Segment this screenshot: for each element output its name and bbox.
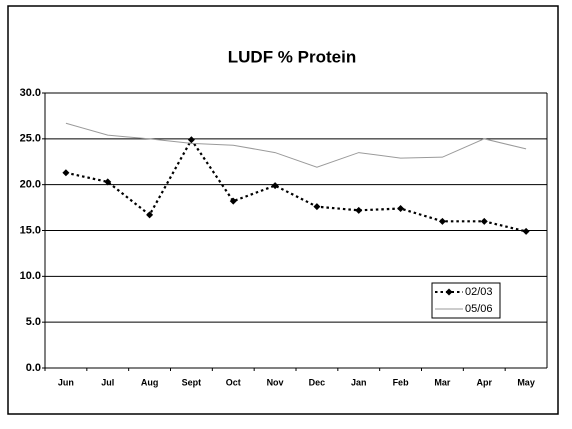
y-tick-label: 15.0 (20, 224, 41, 236)
point-marker (229, 197, 237, 205)
legend-box (431, 282, 501, 319)
point-marker (62, 169, 70, 177)
y-tick-label: 5.0 (26, 316, 41, 328)
x-tick-label: Sept (182, 377, 202, 387)
point-marker (480, 217, 488, 225)
chart-title: LUDF % Protein (228, 47, 356, 66)
x-tick-label: Dec (309, 377, 326, 387)
y-tick-label: 0.0 (26, 362, 41, 374)
x-tick-label: Oct (226, 377, 241, 387)
x-tick-label: Apr (477, 377, 493, 387)
x-tick-label: May (517, 377, 535, 387)
point-marker (187, 136, 195, 144)
legend-marker (445, 288, 453, 296)
x-tick-label: Mar (434, 377, 451, 387)
point-marker (438, 217, 446, 225)
y-tick-label: 10.0 (20, 270, 41, 282)
chart-frame (7, 5, 559, 415)
point-marker (313, 203, 321, 211)
series-line (65, 137, 527, 233)
x-tick-label: Aug (141, 377, 159, 387)
x-tick-label: Feb (393, 377, 410, 387)
x-tick-label: Jul (101, 377, 114, 387)
legend-label: 02/03 (465, 286, 493, 298)
y-tick-label: 25.0 (20, 133, 41, 145)
point-marker (104, 178, 112, 186)
point-marker (355, 206, 363, 214)
point-marker (271, 182, 279, 190)
x-tick-label: Nov (267, 377, 284, 387)
series-line (65, 122, 527, 168)
y-tick-label: 30.0 (20, 87, 41, 99)
point-marker (397, 205, 405, 212)
legend-label: 05/06 (465, 303, 493, 315)
point-marker (522, 227, 530, 235)
point-marker (146, 211, 154, 219)
y-tick-label: 20.0 (20, 179, 41, 191)
x-tick-label: Jun (58, 377, 74, 387)
x-tick-label: Jan (351, 377, 367, 387)
